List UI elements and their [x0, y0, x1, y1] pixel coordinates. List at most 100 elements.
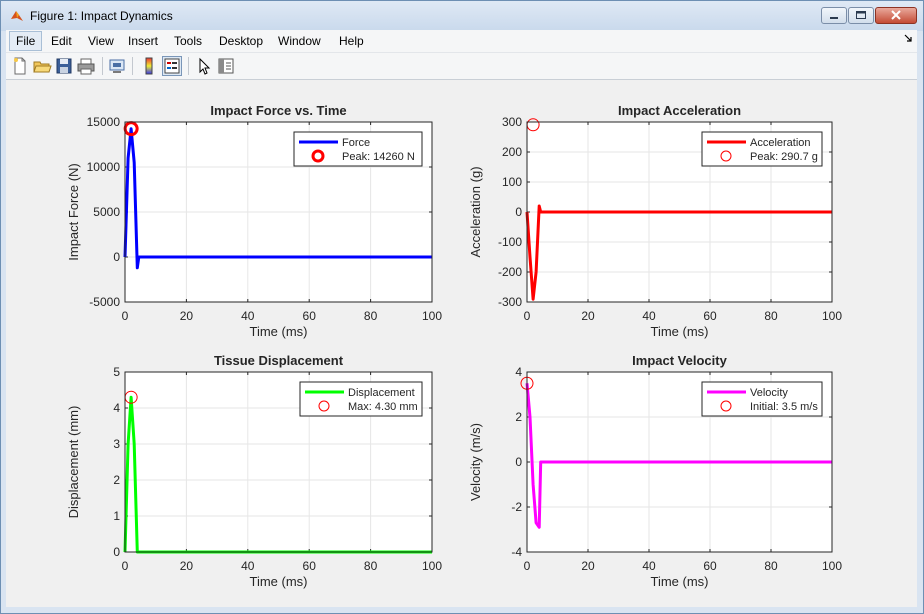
y-tick-label: 300: [502, 115, 522, 129]
legend-series-label: Displacement: [348, 387, 415, 399]
legend-marker-label: Max: 4.30 mm: [348, 401, 418, 413]
chart-title: Impact Force vs. Time: [210, 103, 346, 118]
x-tick-label: 60: [703, 309, 717, 323]
y-tick-label: 2: [113, 473, 120, 487]
y-tick-label: 4: [113, 401, 120, 415]
y-tick-label: 100: [502, 175, 522, 189]
y-axis-label: Displacement (mm): [66, 406, 81, 519]
legend-marker-label: Initial: 3.5 m/s: [750, 401, 818, 413]
legend: Displacement Max: 4.30 mm: [299, 381, 423, 417]
y-tick-label: 0: [515, 205, 522, 219]
x-tick-label: 60: [703, 559, 717, 573]
chart-title: Impact Velocity: [632, 353, 727, 368]
y-tick-label: 10000: [87, 160, 121, 174]
x-axis-label: Time (ms): [249, 574, 307, 589]
menu-help[interactable]: Help: [339, 34, 364, 48]
insert-legend-icon[interactable]: [162, 56, 182, 76]
legend-marker-swatch: [720, 400, 732, 412]
x-tick-label: 0: [524, 309, 531, 323]
close-button[interactable]: [875, 7, 917, 24]
menu-window[interactable]: Window: [278, 34, 321, 48]
menu-desktop[interactable]: Desktop: [219, 34, 264, 48]
x-axis-label: Time (ms): [650, 324, 708, 339]
y-tick-label: -100: [498, 235, 522, 249]
y-axis-label: Acceleration (g): [468, 166, 483, 257]
legend-box: [701, 381, 823, 417]
legend: Acceleration Peak: 290.7 g: [701, 131, 823, 167]
y-tick-label: 5000: [93, 205, 120, 219]
y-tick-label: 0: [515, 455, 522, 469]
x-tick-label: 40: [241, 309, 255, 323]
chart-2: 0 20 40 60 80 100 -300 -200 -100 0 100 200 300 Impact…: [468, 103, 842, 339]
x-axis-label: Time (ms): [249, 324, 307, 339]
chart-title: Impact Acceleration: [618, 103, 741, 118]
edit-plot-icon[interactable]: [194, 56, 214, 76]
y-tick-label: 0: [113, 545, 120, 559]
insert-colorbar-icon[interactable]: [139, 56, 159, 76]
x-tick-label: 100: [422, 309, 442, 323]
save-icon[interactable]: [54, 56, 74, 76]
legend-marker-label: Peak: 14260 N: [342, 151, 415, 163]
chart-3: 0 20 40 60 80 100 0 1 2 3 4 5 Tissue Displacement Tim…: [66, 353, 442, 589]
x-tick-label: 60: [303, 309, 317, 323]
chart-4: 0 20 40 60 80 100 -4 -2 0 2 4 Impact Velocity Time (…: [468, 353, 842, 589]
y-tick-label: 0: [113, 250, 120, 264]
axes-border: [526, 121, 833, 303]
series-line-1: [123, 127, 432, 270]
title-bar[interactable]: Figure 1: Impact Dynamics: [1, 1, 923, 31]
minimize-icon: [830, 17, 838, 19]
menu-insert[interactable]: Insert: [128, 34, 159, 48]
menu-file[interactable]: File: [9, 31, 43, 51]
matlab-icon: [10, 9, 24, 23]
y-tick-label: 4: [515, 365, 522, 379]
legend-marker-swatch: [720, 150, 732, 162]
x-tick-label: 100: [822, 559, 842, 573]
y-tick-label: 1: [113, 509, 120, 523]
link-plot-icon[interactable]: [107, 56, 127, 76]
y-axis-label: Impact Force (N): [66, 163, 81, 261]
dock-arrow-icon[interactable]: [903, 33, 913, 46]
legend-series-label: Velocity: [750, 387, 788, 399]
menu-bar: File Edit View Insert Tools Desktop Wind…: [6, 30, 917, 53]
x-tick-label: 40: [241, 559, 255, 573]
y-tick-label: 3: [113, 437, 120, 451]
y-tick-label: 2: [515, 410, 522, 424]
x-tick-label: 100: [422, 559, 442, 573]
x-tick-label: 20: [581, 309, 595, 323]
menu-tools[interactable]: Tools: [174, 34, 203, 48]
minimize-button[interactable]: [821, 7, 847, 24]
x-tick-label: 60: [303, 559, 317, 573]
y-tick-label: 15000: [87, 115, 121, 129]
axes-border: [124, 121, 433, 303]
x-axis-label: Time (ms): [650, 574, 708, 589]
close-icon: [891, 10, 901, 20]
property-inspector-icon[interactable]: [216, 56, 236, 76]
axes-border: [526, 371, 833, 553]
x-tick-label: 40: [642, 559, 656, 573]
y-axis-label: Velocity (m/s): [468, 423, 483, 501]
x-tick-label: 40: [642, 309, 656, 323]
chart-title: Tissue Displacement: [214, 353, 344, 368]
legend-marker-label: Peak: 290.7 g: [750, 151, 818, 163]
figure-canvas: 0 20 40 60 80 100 -5000 0 5000 10000 15000 Impact F…: [6, 80, 917, 607]
x-tick-label: 0: [524, 559, 531, 573]
axes-border: [124, 371, 433, 553]
x-tick-label: 80: [364, 309, 378, 323]
x-tick-label: 100: [822, 309, 842, 323]
menu-edit[interactable]: Edit: [51, 34, 72, 48]
legend: Velocity Initial: 3.5 m/s: [701, 381, 823, 417]
figure-toolbar: [6, 53, 917, 80]
menu-view[interactable]: View: [88, 34, 114, 48]
x-tick-label: 80: [764, 559, 778, 573]
new-figure-icon[interactable]: [10, 56, 30, 76]
x-tick-label: 0: [122, 309, 129, 323]
legend-series-label: Acceleration: [750, 137, 811, 149]
maximize-button[interactable]: [848, 7, 874, 24]
maximize-icon: [856, 11, 866, 19]
print-icon[interactable]: [76, 56, 96, 76]
open-file-icon[interactable]: [32, 56, 52, 76]
x-tick-label: 80: [364, 559, 378, 573]
x-tick-label: 20: [581, 559, 595, 573]
